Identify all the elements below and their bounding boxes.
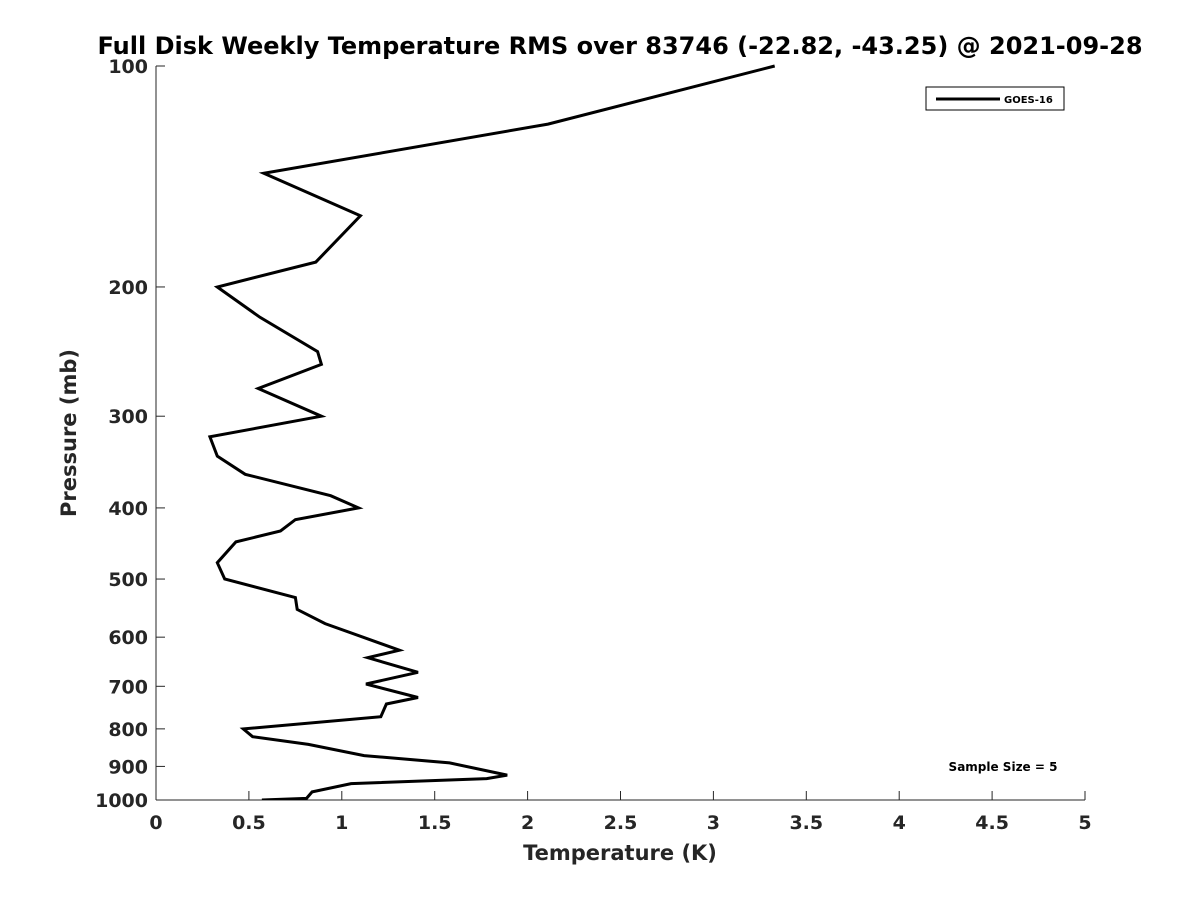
x-axis-label: Temperature (K) bbox=[523, 841, 717, 865]
sample-size-annotation: Sample Size = 5 bbox=[949, 760, 1058, 774]
y-axis-label: Pressure (mb) bbox=[57, 349, 81, 517]
y-tick-label: 300 bbox=[108, 406, 148, 428]
axes: 0 0.5 1 1.5 2 2.5 3 3.5 4 4.5 5 100 200 300 400 500 600 7… bbox=[95, 56, 1092, 834]
chart-title: Full Disk Weekly Temperature RMS over 83… bbox=[97, 32, 1142, 60]
x-tick-label: 1 bbox=[335, 812, 348, 834]
y-tick-label: 200 bbox=[108, 277, 148, 299]
x-tick-label: 0 bbox=[149, 812, 162, 834]
x-tick-label: 2 bbox=[521, 812, 534, 834]
y-tick-label: 100 bbox=[108, 56, 148, 78]
x-tick-label: 1.5 bbox=[418, 812, 452, 834]
y-tick-label: 700 bbox=[108, 676, 148, 698]
legend-label-goes-16: GOES-16 bbox=[1004, 95, 1053, 106]
y-tick-label: 400 bbox=[108, 498, 148, 520]
x-tick-label: 4.5 bbox=[975, 812, 1009, 834]
x-tick-label: 4 bbox=[893, 812, 906, 834]
x-tick-label: 5 bbox=[1078, 812, 1091, 834]
y-tick-label: 500 bbox=[108, 569, 148, 591]
x-tick-label: 3.5 bbox=[789, 812, 823, 834]
y-tick-label: 1000 bbox=[95, 790, 148, 812]
y-tick-label: 800 bbox=[108, 719, 148, 741]
y-tick-label: 600 bbox=[108, 627, 148, 649]
plot-area bbox=[207, 64, 776, 800]
legend: GOES-16 bbox=[925, 86, 1065, 111]
x-tick-label: 0.5 bbox=[232, 812, 266, 834]
x-tick-label: 3 bbox=[707, 812, 720, 834]
series-line-goes-16 bbox=[207, 64, 776, 800]
x-tick-label: 2.5 bbox=[604, 812, 638, 834]
y-tick-label: 900 bbox=[108, 756, 148, 778]
